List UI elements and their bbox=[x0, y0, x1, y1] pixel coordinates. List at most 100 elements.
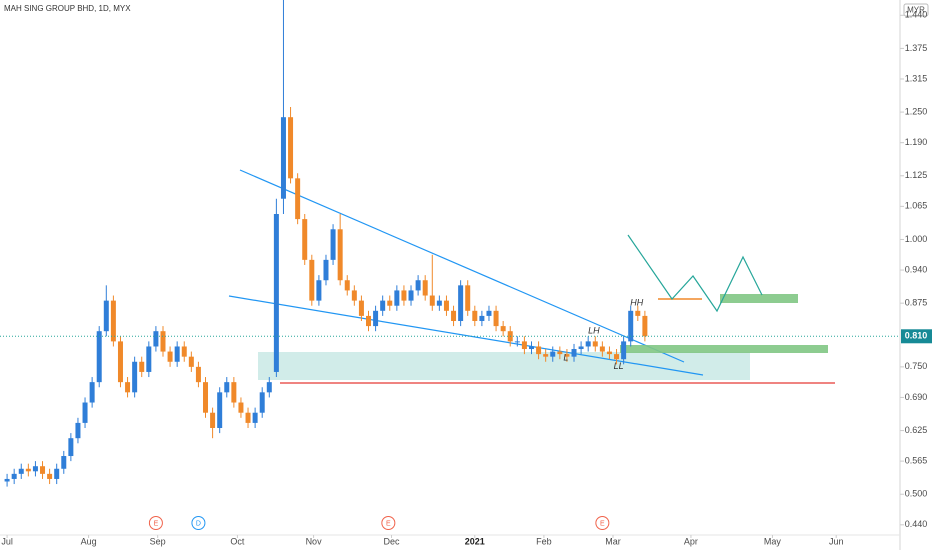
candle-body bbox=[614, 354, 620, 360]
candle-body bbox=[224, 382, 230, 393]
candle-body bbox=[564, 354, 570, 357]
candle-body bbox=[210, 412, 216, 428]
candle-body bbox=[188, 356, 194, 367]
candle-body bbox=[25, 468, 31, 472]
y-tick-label: 1.440 bbox=[905, 10, 928, 20]
candle-body bbox=[621, 341, 627, 360]
candle-body bbox=[103, 300, 109, 332]
candle-body bbox=[429, 295, 435, 306]
candle-body bbox=[366, 315, 372, 327]
x-tick-label: Oct bbox=[230, 536, 245, 546]
candle-body bbox=[18, 468, 24, 474]
x-tick-label: Feb bbox=[536, 536, 552, 546]
y-tick-label: 1.315 bbox=[905, 73, 928, 83]
candle-body bbox=[479, 315, 485, 321]
candle-body bbox=[585, 341, 591, 347]
candle-body bbox=[259, 392, 265, 413]
event-label: E bbox=[154, 520, 159, 527]
candle-body bbox=[47, 473, 53, 479]
candle-body bbox=[415, 280, 421, 291]
candle-body bbox=[231, 382, 237, 403]
x-tick-label: Dec bbox=[384, 536, 401, 546]
target-zone bbox=[720, 294, 798, 303]
candle-body bbox=[132, 361, 138, 393]
candle-body bbox=[139, 361, 145, 372]
candle-body bbox=[302, 219, 308, 260]
currency: MYR bbox=[907, 6, 925, 15]
candle-body bbox=[557, 351, 563, 355]
y-tick-label: 0.565 bbox=[905, 455, 928, 465]
event-marker bbox=[595, 516, 610, 530]
candle-body bbox=[387, 300, 393, 306]
candle-body bbox=[11, 473, 17, 479]
annotation: HH bbox=[630, 298, 643, 308]
candle-body bbox=[408, 290, 414, 301]
candle-body bbox=[543, 354, 549, 357]
x-tick-label: May bbox=[764, 536, 782, 546]
candle-body bbox=[571, 349, 577, 357]
candle-body bbox=[68, 438, 74, 457]
candle-body bbox=[245, 412, 251, 423]
candle-body bbox=[266, 382, 272, 393]
candle-body bbox=[358, 300, 364, 316]
x-tick-label: Sep bbox=[150, 536, 166, 546]
candle-body bbox=[344, 280, 350, 291]
candle-body bbox=[628, 310, 634, 342]
candle-body bbox=[160, 331, 166, 352]
x-tick-label: Mar bbox=[605, 536, 621, 546]
y-tick-label: 0.690 bbox=[905, 392, 928, 402]
y-tick-label: 0.500 bbox=[905, 489, 928, 499]
y-tick-label: 0.440 bbox=[905, 519, 928, 529]
candle-body bbox=[486, 310, 492, 316]
y-tick-label: 0.750 bbox=[905, 361, 928, 371]
annotation: LH bbox=[588, 326, 600, 336]
trendline-upper bbox=[239, 169, 685, 363]
candle-body bbox=[401, 290, 407, 301]
candle-body bbox=[125, 382, 131, 393]
candle-body bbox=[443, 300, 449, 311]
y-tick-label: 1.000 bbox=[905, 234, 928, 244]
event-marker bbox=[191, 516, 206, 530]
support-zone bbox=[258, 352, 750, 380]
candle-body bbox=[394, 290, 400, 306]
y-tick-label: 0.625 bbox=[905, 425, 928, 435]
candle-body bbox=[181, 346, 187, 357]
x-tick-label: Aug bbox=[81, 536, 97, 546]
last-price-box bbox=[901, 329, 932, 344]
candle-body bbox=[451, 310, 457, 321]
event-label: E bbox=[600, 520, 605, 527]
candle-body bbox=[599, 346, 605, 352]
candle-body bbox=[642, 315, 648, 337]
candle-body bbox=[82, 402, 88, 423]
candle-body bbox=[422, 280, 428, 296]
candle-body bbox=[153, 331, 159, 347]
candle-body bbox=[521, 341, 527, 350]
candle-body bbox=[635, 310, 641, 316]
x-tick-label: Jun bbox=[829, 536, 844, 546]
candle-body bbox=[536, 346, 542, 355]
candle-body bbox=[316, 280, 322, 301]
x-tick-label: 2021 bbox=[465, 536, 485, 546]
candle-body bbox=[203, 382, 209, 413]
last-price-label: 0.810 bbox=[905, 331, 928, 341]
y-tick-label: 1.125 bbox=[905, 170, 928, 180]
candle-body bbox=[337, 229, 343, 281]
candle-body bbox=[61, 456, 67, 469]
candle-body bbox=[578, 346, 584, 350]
candle-body bbox=[309, 259, 315, 301]
y-tick-label: 1.375 bbox=[905, 43, 928, 53]
candle-body bbox=[273, 214, 279, 372]
candle-body bbox=[528, 346, 534, 350]
annotation: L bbox=[563, 353, 568, 363]
projection-path bbox=[627, 234, 763, 313]
candle-body bbox=[75, 422, 81, 439]
candle-body bbox=[40, 466, 46, 474]
event-label: E bbox=[386, 520, 391, 527]
currency-box bbox=[903, 3, 929, 17]
candle-body bbox=[351, 290, 357, 301]
candle-body bbox=[493, 310, 499, 327]
x-tick-label: Nov bbox=[306, 536, 323, 546]
